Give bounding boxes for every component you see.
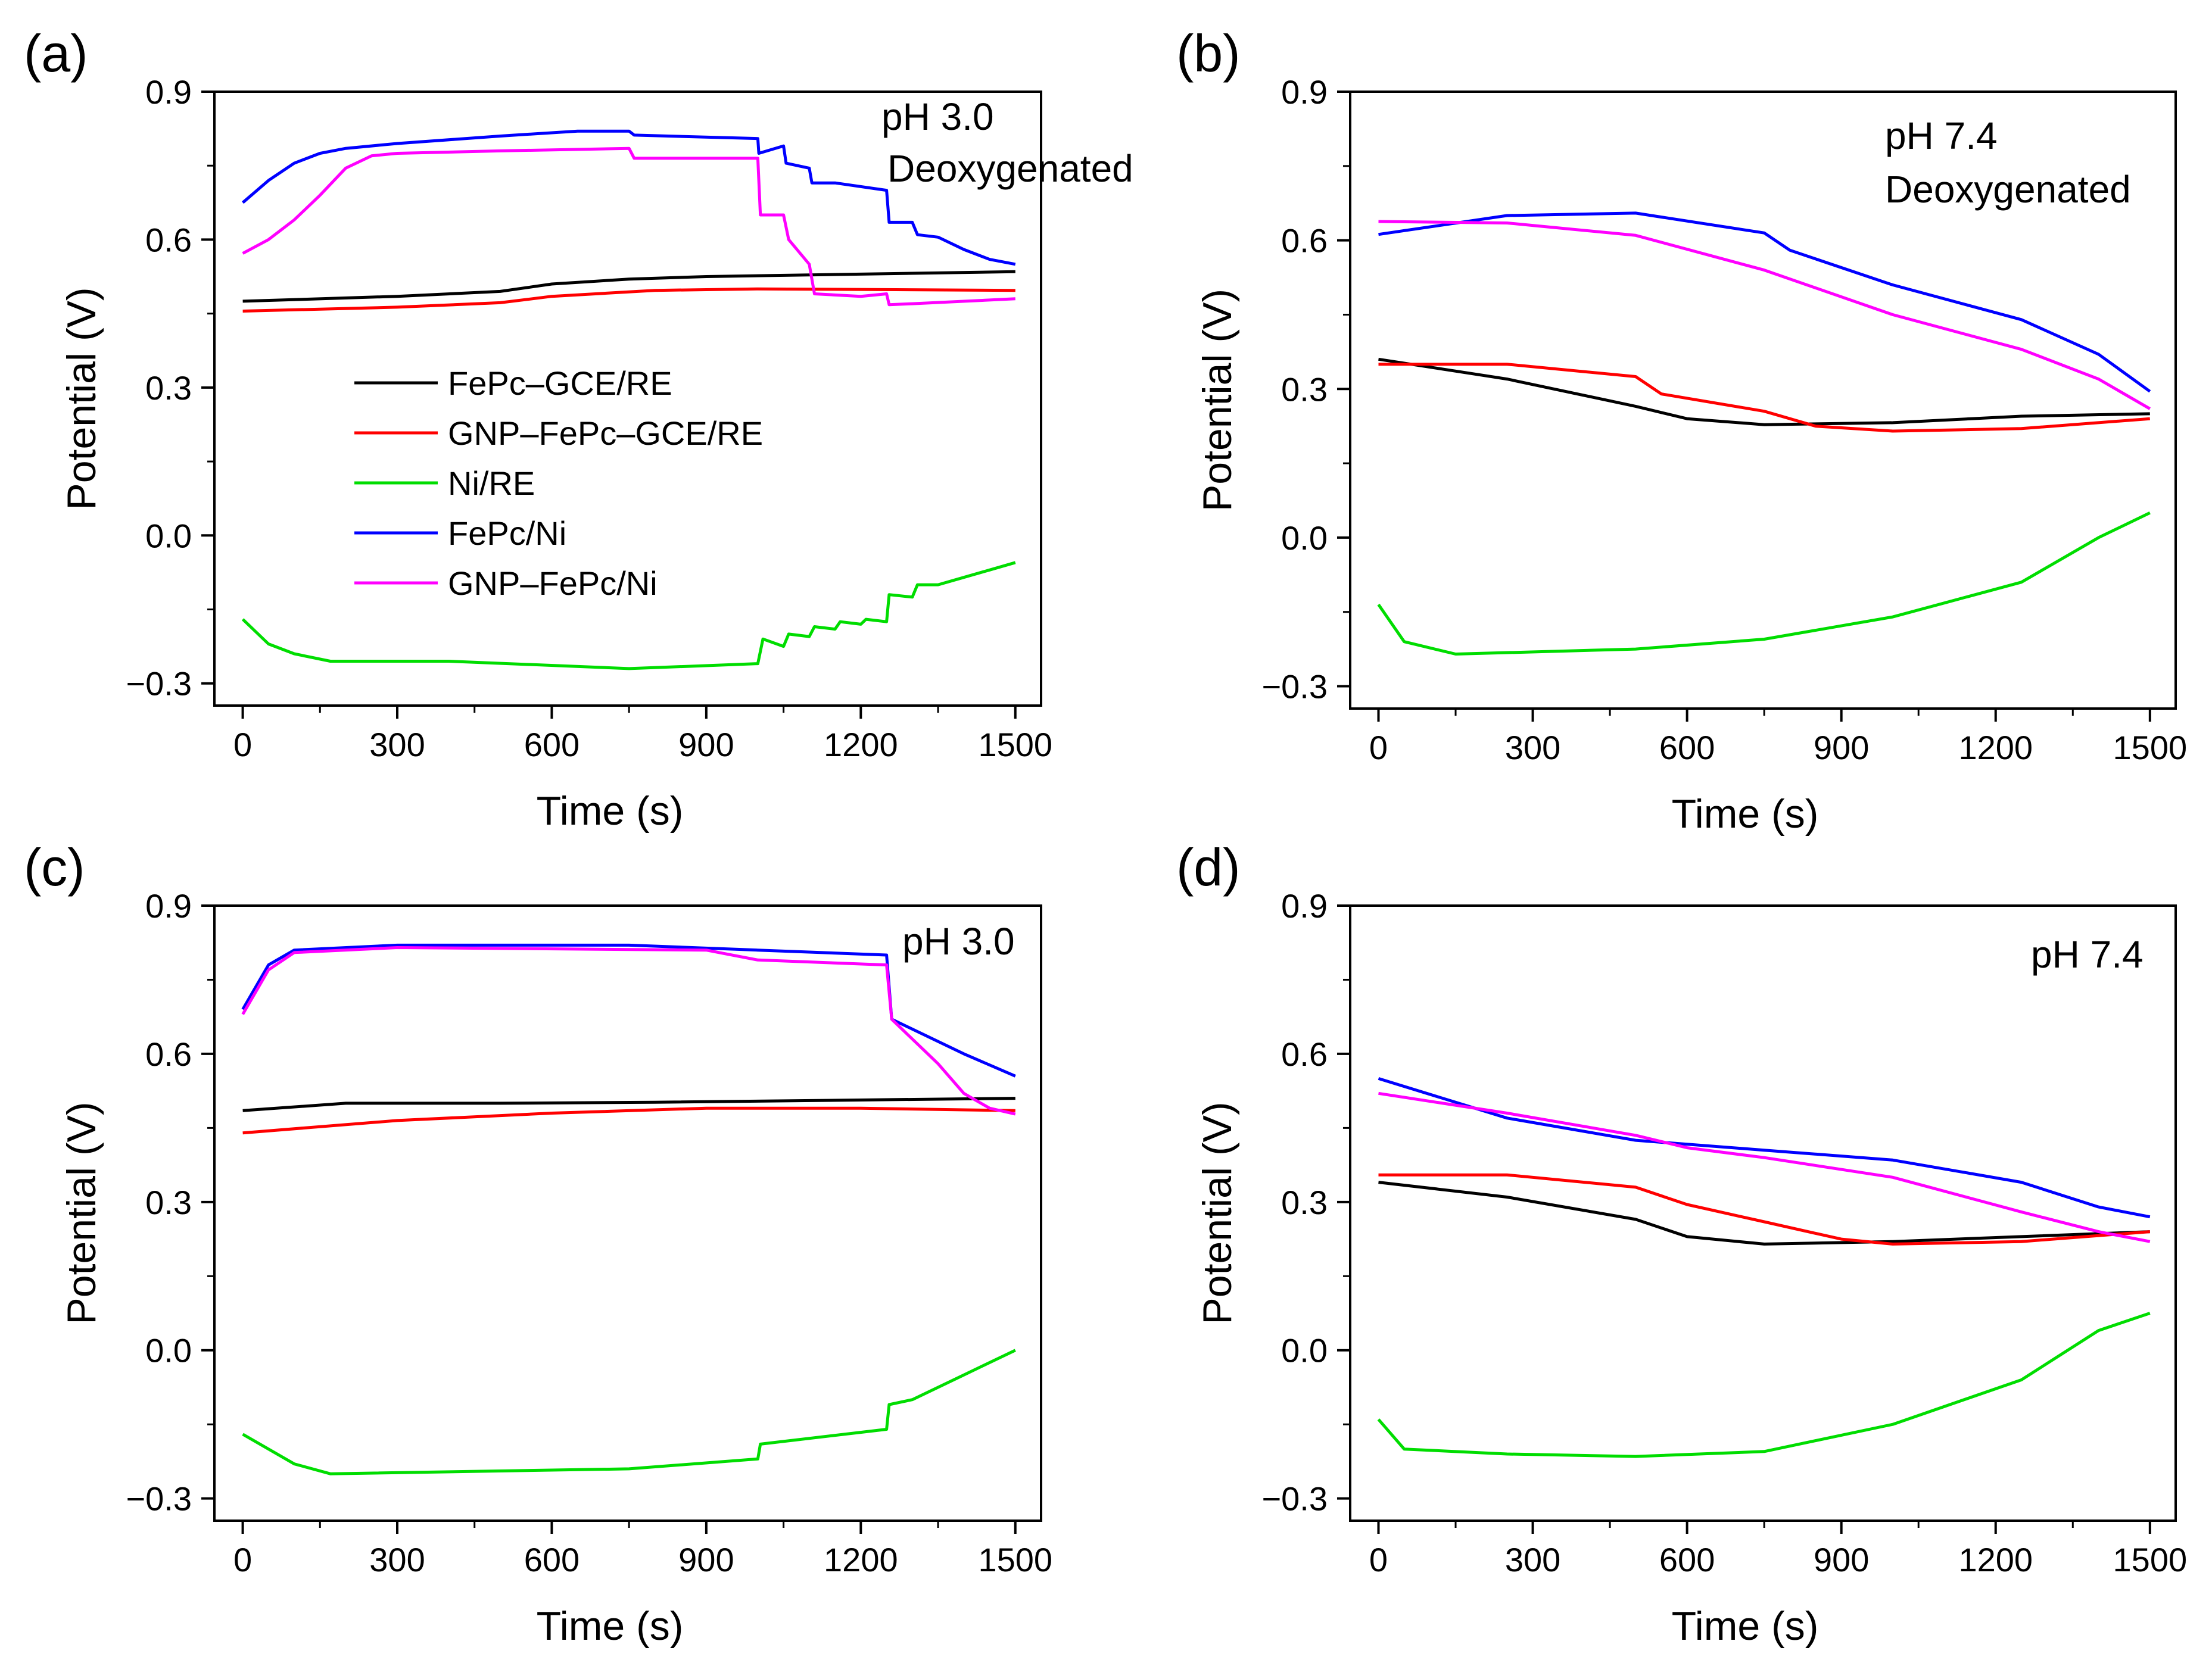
series-line bbox=[241, 943, 1016, 1078]
x-tick-label: 600 bbox=[1659, 1541, 1715, 1578]
legend-label: FePc–GCE/RE bbox=[448, 364, 672, 402]
legend-label: Ni/RE bbox=[448, 464, 535, 502]
condition-annotation: pH 7.4 bbox=[2031, 933, 2144, 976]
x-tick-label: 900 bbox=[678, 726, 734, 763]
x-tick-label: 0 bbox=[233, 726, 252, 763]
x-tick-label: 1200 bbox=[824, 1541, 898, 1578]
y-tick-label: 0.9 bbox=[145, 73, 192, 111]
series-line bbox=[242, 287, 1015, 313]
x-axis-label: Time (s) bbox=[1672, 1603, 1819, 1649]
y-axis-label: Potential (V) bbox=[59, 287, 104, 510]
y-axis-label: Potential (V) bbox=[1195, 1102, 1240, 1324]
x-tick-label: 300 bbox=[369, 726, 425, 763]
panel-b: (b) 0 300 600 900 1200 1500 −0.3 0.0 0.3 0.6 0.9 Tim… bbox=[1176, 24, 2187, 837]
legend-label: GNP–FePc/Ni bbox=[448, 564, 658, 602]
y-tick-label: 0.3 bbox=[145, 369, 192, 407]
series-line bbox=[242, 1106, 1015, 1135]
x-tick-label: 300 bbox=[369, 1541, 425, 1578]
legend-label: FePc/Ni bbox=[448, 514, 566, 552]
panel-label: (b) bbox=[1176, 24, 1241, 83]
x-tick-label: 1500 bbox=[978, 726, 1052, 763]
y-tick-label: −0.3 bbox=[1261, 1480, 1328, 1518]
y-axis-label: Potential (V) bbox=[59, 1102, 104, 1324]
panel-d: (d) 0 300 600 900 1200 1500 −0.3 0.0 0.3 0.6 0.9 Tim… bbox=[1176, 838, 2187, 1649]
condition-annotation: Deoxygenated bbox=[887, 147, 1133, 190]
y-tick-label: −0.3 bbox=[126, 1480, 192, 1518]
series-line bbox=[242, 1349, 1016, 1475]
x-tick-label: 1500 bbox=[2113, 1541, 2188, 1578]
series-line bbox=[1377, 511, 2151, 656]
x-tick-label: 0 bbox=[1369, 1541, 1388, 1578]
x-tick-label: 0 bbox=[1369, 729, 1388, 766]
y-tick-label: 0.0 bbox=[1281, 519, 1328, 557]
series-line bbox=[242, 146, 1015, 307]
panel-c: (c) 0 300 600 900 1200 1500 −0.3 0.0 0.3 0.6 0.9 Tim… bbox=[24, 838, 1052, 1649]
plot-frame bbox=[213, 91, 1042, 707]
y-tick-label: 0.0 bbox=[145, 517, 192, 554]
series-line bbox=[1378, 211, 2151, 393]
y-tick-label: 0.9 bbox=[145, 887, 192, 925]
series-line bbox=[1377, 1312, 2151, 1458]
x-tick-label: 600 bbox=[524, 1541, 580, 1578]
series-line bbox=[1378, 220, 2151, 410]
x-tick-label: 600 bbox=[1659, 729, 1715, 766]
series-line bbox=[1378, 1181, 2150, 1246]
x-tick-label: 300 bbox=[1505, 729, 1560, 766]
series-line bbox=[1378, 1173, 2150, 1246]
y-axis-label: Potential (V) bbox=[1195, 289, 1240, 511]
y-tick-label: 0.6 bbox=[145, 1035, 192, 1073]
plot-frame bbox=[1349, 91, 2177, 710]
panel-a: (a) 0 300 600 900 1200 1500 −0.3 0.0 0.3 0.6 0.9 Tim… bbox=[24, 24, 1133, 834]
condition-annotation: pH 7.4 bbox=[1885, 114, 1998, 157]
y-tick-label: 0.6 bbox=[1281, 1035, 1328, 1073]
series-line bbox=[242, 270, 1015, 303]
y-tick-label: 0.6 bbox=[1281, 222, 1328, 260]
y-tick-label: 0.0 bbox=[145, 1332, 192, 1369]
condition-annotation: pH 3.0 bbox=[881, 95, 994, 138]
y-tick-label: 0.6 bbox=[145, 221, 192, 258]
condition-annotation: pH 3.0 bbox=[902, 920, 1015, 963]
x-tick-label: 600 bbox=[524, 726, 580, 763]
condition-annotation: Deoxygenated bbox=[1885, 168, 2131, 211]
y-tick-label: −0.3 bbox=[126, 665, 192, 703]
y-tick-label: 0.0 bbox=[1281, 1332, 1328, 1369]
x-tick-label: 1500 bbox=[2113, 729, 2188, 766]
x-axis-label: Time (s) bbox=[537, 788, 684, 834]
x-tick-label: 1200 bbox=[1958, 729, 2033, 766]
x-tick-label: 900 bbox=[678, 1541, 734, 1578]
x-tick-label: 1500 bbox=[978, 1541, 1052, 1578]
series-line bbox=[1378, 363, 2150, 433]
plot-frame bbox=[1349, 904, 2177, 1522]
panel-label: (c) bbox=[24, 838, 85, 897]
x-tick-label: 1200 bbox=[1958, 1541, 2033, 1578]
legend-label: GNP–FePc–GCE/RE bbox=[448, 414, 763, 452]
y-tick-label: 0.9 bbox=[1281, 73, 1328, 111]
y-tick-label: 0.3 bbox=[145, 1184, 192, 1221]
x-tick-label: 0 bbox=[233, 1541, 252, 1578]
series-line bbox=[242, 1097, 1015, 1112]
series-line bbox=[1378, 1091, 2151, 1243]
legend: FePc–GCE/RE GNP–FePc–GCE/RE Ni/RE FePc/Ni GN… bbox=[354, 364, 763, 602]
y-tick-label: 0.9 bbox=[1281, 887, 1328, 925]
panel-label: (a) bbox=[24, 24, 88, 83]
y-tick-label: −0.3 bbox=[1261, 668, 1328, 706]
x-tick-label: 900 bbox=[1814, 1541, 1869, 1578]
series-line bbox=[1378, 1077, 2151, 1219]
x-tick-label: 300 bbox=[1505, 1541, 1560, 1578]
plot-frame bbox=[213, 904, 1042, 1522]
x-axis-label: Time (s) bbox=[537, 1603, 684, 1649]
x-tick-label: 1200 bbox=[824, 726, 898, 763]
series-line bbox=[241, 129, 1016, 266]
series-line bbox=[1378, 357, 2150, 426]
y-tick-label: 0.3 bbox=[1281, 1184, 1328, 1221]
series-line bbox=[241, 946, 1016, 1116]
series-line bbox=[241, 561, 1016, 670]
x-tick-label: 900 bbox=[1814, 729, 1869, 766]
panel-label: (d) bbox=[1176, 838, 1241, 897]
x-axis-label: Time (s) bbox=[1672, 791, 1819, 837]
y-tick-label: 0.3 bbox=[1281, 370, 1328, 408]
